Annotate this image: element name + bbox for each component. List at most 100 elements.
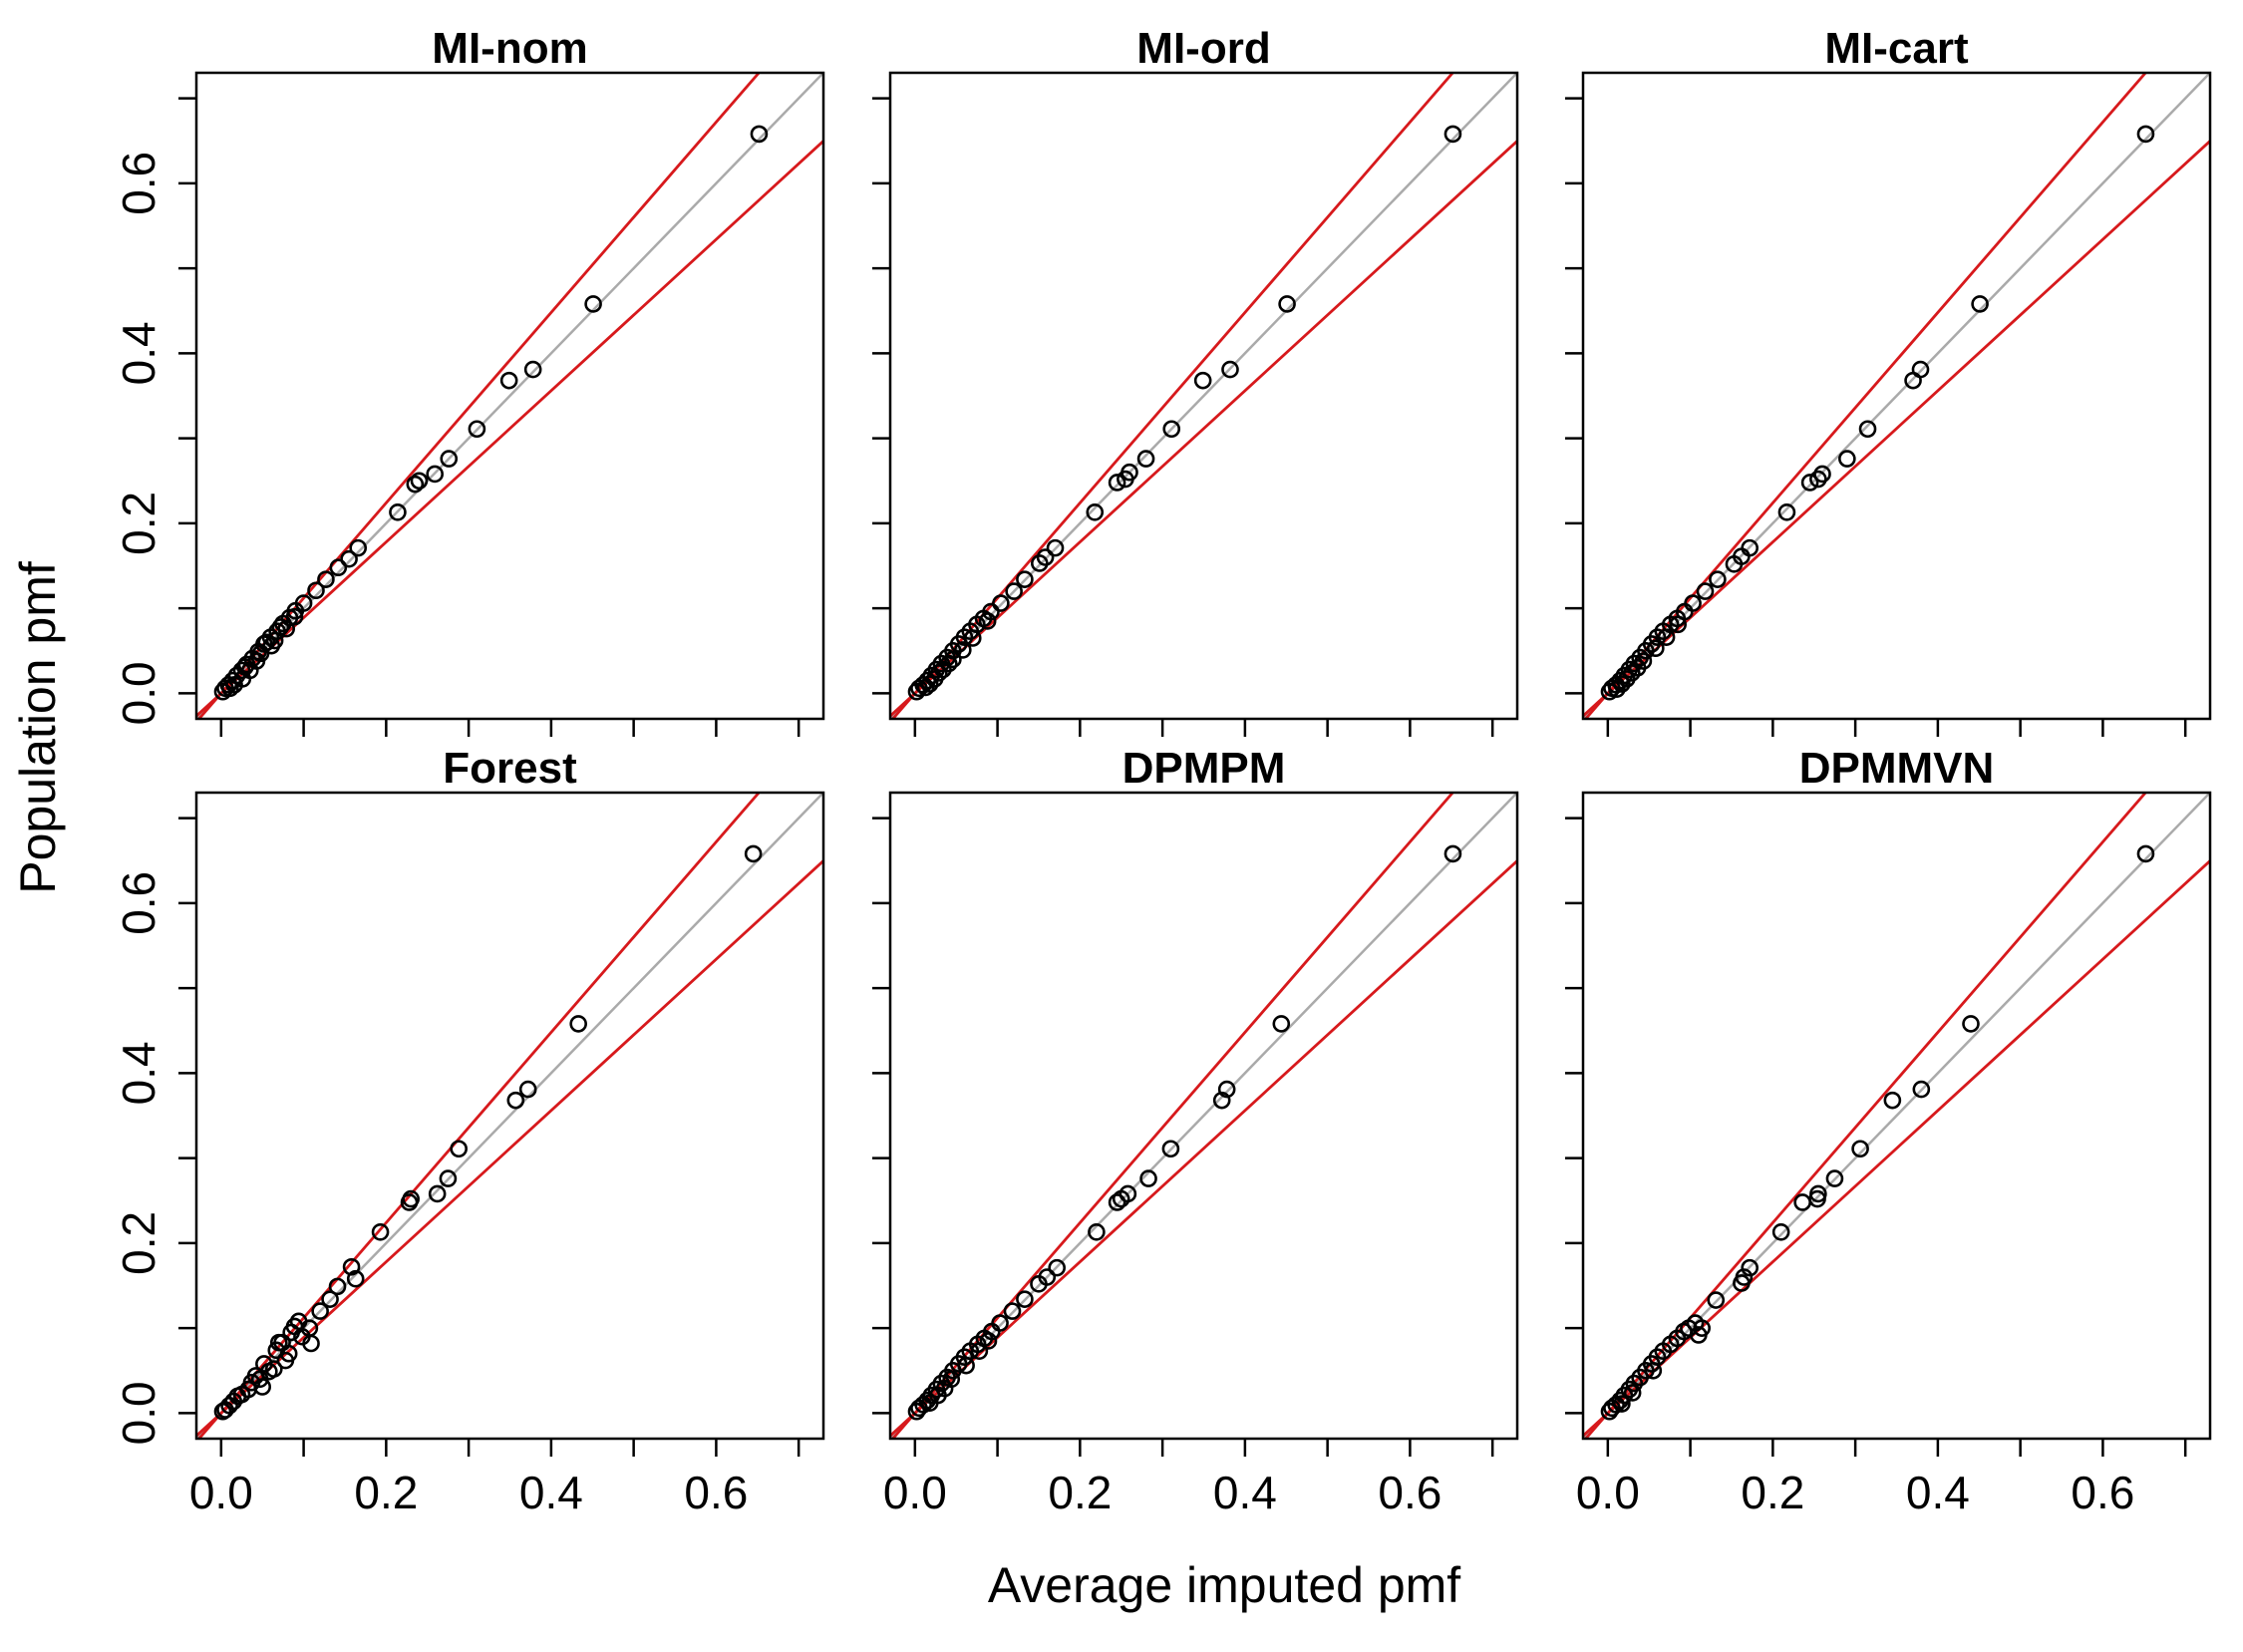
data-point <box>1136 450 1155 468</box>
data-point <box>293 1327 311 1346</box>
panel-title: MI-nom <box>432 24 587 73</box>
data-point <box>1112 1189 1130 1208</box>
data-point <box>1623 1384 1642 1402</box>
data-point <box>1600 1402 1619 1421</box>
data-point <box>389 503 407 521</box>
data-point <box>371 1223 390 1241</box>
reference-line-identity <box>1583 73 2210 719</box>
data-point <box>1707 1291 1726 1309</box>
data-points <box>213 125 769 701</box>
data-point <box>440 450 459 468</box>
x-tick-label: 0.0 <box>1576 1467 1640 1518</box>
panel-mi-ord: MI-ord <box>872 24 1519 737</box>
y-tick-label: 0.2 <box>113 492 164 555</box>
data-point <box>1813 465 1831 484</box>
x-axis <box>913 719 1494 737</box>
data-point <box>1858 420 1877 439</box>
x-tick-label: 0.4 <box>1213 1467 1277 1518</box>
data-point <box>920 1394 939 1412</box>
reference-line-upper <box>1583 73 2148 719</box>
data-point <box>1800 474 1819 492</box>
data-point <box>954 641 972 659</box>
data-point <box>1793 1193 1811 1211</box>
data-point <box>1161 1140 1180 1158</box>
data-point <box>1193 371 1212 390</box>
data-point <box>1005 582 1023 600</box>
data-point <box>1725 555 1744 573</box>
x-tick-label: 0.2 <box>1741 1467 1804 1518</box>
reference-line-identity <box>890 73 1517 719</box>
data-points <box>1600 844 2155 1421</box>
data-point <box>1669 615 1687 634</box>
panel-frame <box>888 791 1519 1441</box>
data-point <box>1634 652 1653 670</box>
data-point <box>1443 844 1462 863</box>
panel-forest: Forest 0.0 0.2 0.4 0.6 0.0 0.2 0.4 0.6 <box>113 744 825 1518</box>
data-point <box>916 678 935 697</box>
data-point <box>1654 1342 1673 1360</box>
data-point <box>1825 1169 1844 1187</box>
panel-frame <box>1581 791 2212 1441</box>
reference-line-upper <box>196 73 762 719</box>
data-point <box>744 844 763 863</box>
data-point <box>251 644 270 663</box>
panel-title: DPMMVN <box>1799 744 1995 793</box>
data-point <box>246 1367 265 1385</box>
data-point <box>942 1370 961 1389</box>
x-tick-label: 0.4 <box>1906 1467 1970 1518</box>
data-point <box>346 1269 365 1288</box>
data-point <box>410 472 429 491</box>
data-point <box>910 1399 928 1418</box>
data-points <box>907 844 1462 1421</box>
data-point <box>1623 664 1641 682</box>
data-point <box>468 420 486 439</box>
data-point <box>450 1140 468 1158</box>
panel-dpmpm: DPMPM 0.0 0.2 0.4 0.6 <box>872 744 1519 1518</box>
data-point <box>1608 680 1626 698</box>
data-point <box>232 661 251 680</box>
data-point <box>1613 1395 1631 1413</box>
data-point <box>321 1290 339 1308</box>
data-point <box>426 465 444 484</box>
data-point <box>1733 1274 1751 1292</box>
data-point <box>400 1193 419 1211</box>
data-point <box>1212 1091 1231 1110</box>
data-point <box>1777 503 1796 521</box>
reference-line-lower <box>1583 859 2210 1438</box>
data-point <box>439 1169 458 1187</box>
panel-title: Forest <box>443 744 577 793</box>
data-point <box>1771 1223 1790 1241</box>
data-points <box>213 844 763 1421</box>
data-point <box>285 607 304 626</box>
y-axis: 0.0 0.2 0.4 0.6 <box>113 97 196 725</box>
x-tick-label: 0.6 <box>684 1467 748 1518</box>
data-point <box>1030 1275 1048 1293</box>
data-points <box>1600 125 2155 701</box>
data-point <box>1912 1080 1931 1099</box>
data-point <box>1838 450 1856 468</box>
y-axis: 0.0 0.2 0.4 0.6 <box>113 817 196 1445</box>
data-point <box>978 612 997 630</box>
data-point <box>1631 1368 1649 1387</box>
data-point <box>1904 371 1922 390</box>
x-axis: 0.0 0.2 0.4 0.6 <box>883 1439 1494 1518</box>
y-tick-label: 0.4 <box>113 321 164 385</box>
data-point <box>1962 1015 1980 1033</box>
panels: MI-nom 0.0 0.2 0.4 0.6 MI-ord MI-cart Forest 0.0… <box>113 24 2212 1518</box>
data-point <box>979 1332 998 1350</box>
data-point <box>342 1257 361 1276</box>
data-point <box>349 538 368 557</box>
data-point <box>277 619 296 638</box>
panel-mi-nom: MI-nom 0.0 0.2 0.4 0.6 <box>113 24 825 737</box>
data-point <box>221 679 239 698</box>
x-tick-label: 0.2 <box>354 1467 418 1518</box>
data-point <box>1657 628 1676 646</box>
data-point <box>930 664 948 682</box>
x-tick-label: 0.2 <box>1048 1467 1112 1518</box>
panel-frame <box>888 71 1519 721</box>
data-point <box>1272 1015 1291 1033</box>
y-tick-label: 0.6 <box>113 152 164 215</box>
data-point <box>1631 648 1649 667</box>
data-point <box>907 1402 926 1421</box>
data-point <box>1046 538 1065 557</box>
